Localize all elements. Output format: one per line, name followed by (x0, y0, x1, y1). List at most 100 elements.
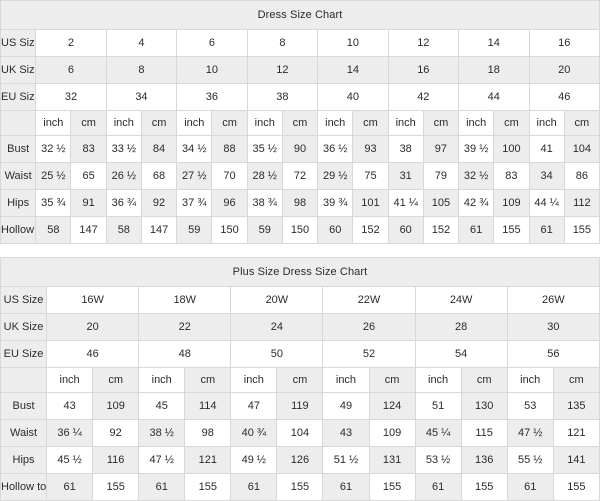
chart-container-1: Plus Size Dress Size Chart US Size 16W 18W 2… (0, 257, 600, 501)
measurement-cell-inch: 39 ½ (458, 135, 495, 163)
size-value-cell: 40 (317, 83, 389, 111)
measurement-cell-cm: 141 (552, 446, 600, 474)
unit-header-row: inch cm inch cm inch cm inch cm inch cm inch cm (0, 367, 600, 393)
measurement-cell-cm: 70 (211, 162, 248, 190)
size-value-cell: 18W (138, 286, 232, 314)
measurement-cell-cm: 150 (211, 216, 248, 244)
size-value-cell: 42 (387, 83, 460, 111)
measurement-cell-cm: 92 (92, 419, 140, 447)
measurement-cell-inch: 60 (387, 216, 424, 244)
measurement-cell-inch: 61 (528, 216, 565, 244)
measurement-cell-inch: 47 (230, 392, 278, 420)
measurement-cell-inch: 59 (246, 216, 283, 244)
unit-header-inch: inch (387, 110, 424, 136)
size-row: EU Size3234363840424446 (0, 83, 600, 111)
size-value-cell: 10 (317, 29, 389, 57)
size-value-cell: 26W (506, 286, 600, 314)
measurement-row: Waist 36 ¼ 92 38 ½ 98 40 ¾ 104 43 109 45 ¼ 115 47 ½… (0, 419, 600, 447)
unit-header-cm: cm (422, 110, 460, 136)
measurement-cell-cm: 88 (211, 135, 248, 163)
row-label: Waist (0, 419, 48, 447)
measurement-cell-inch: 58 (35, 216, 72, 244)
size-value-cell: 6 (35, 56, 107, 84)
measurement-cell-cm: 150 (281, 216, 319, 244)
measurement-cell-inch: 61 (506, 473, 554, 501)
measurement-cell-cm: 155 (460, 473, 508, 501)
size-value-cell: 12 (246, 56, 319, 84)
measurement-cell-cm: 147 (70, 216, 107, 244)
unit-header-cm: cm (276, 367, 324, 393)
measurement-cell-inch: 61 (322, 473, 370, 501)
measurement-cell-cm: 131 (368, 446, 416, 474)
unit-header-cm: cm (368, 367, 416, 393)
size-value-cell: 8 (105, 56, 178, 84)
size-value-cell: 26 (322, 313, 416, 341)
measurement-cell-cm: 126 (276, 446, 324, 474)
row-label: Bust (0, 135, 37, 163)
measurement-cell-cm: 105 (422, 189, 460, 217)
measurement-cell-cm: 155 (493, 216, 530, 244)
measurement-cell-cm: 155 (92, 473, 140, 501)
measurement-cell-cm: 147 (140, 216, 178, 244)
unit-header-inch: inch (414, 367, 462, 393)
unit-header-inch: inch (506, 367, 554, 393)
measurement-cell-cm: 93 (352, 135, 389, 163)
measurement-cell-inch: 61 (458, 216, 495, 244)
measurement-cell-cm: 121 (184, 446, 232, 474)
measurement-cell-cm: 92 (140, 189, 178, 217)
size-value-cell: 16 (528, 29, 600, 57)
measurement-cell-inch: 47 ½ (138, 446, 186, 474)
measurement-cell-cm: 84 (140, 135, 178, 163)
measurement-cell-inch: 38 (387, 135, 424, 163)
measurement-cell-inch: 55 ½ (506, 446, 554, 474)
measurement-cell-cm: 112 (563, 189, 600, 217)
measurement-cell-inch: 33 ½ (105, 135, 142, 163)
measurement-cell-cm: 91 (70, 189, 107, 217)
size-row: US Size 16W 18W 20W 22W 24W 26W (0, 286, 600, 314)
measurement-cell-inch: 40 ¾ (230, 419, 278, 447)
measurement-cell-inch: 47 ½ (506, 419, 554, 447)
measurement-row: Hips 45 ½ 116 47 ½ 121 49 ½ 126 51 ½ 131 53 ½ 136 5… (0, 446, 600, 474)
size-value-cell: 30 (506, 313, 600, 341)
measurement-cell-inch: 61 (138, 473, 186, 501)
unit-header-spacer (0, 110, 37, 136)
measurement-cell-inch: 58 (105, 216, 142, 244)
measurement-cell-inch: 25 ½ (35, 162, 72, 190)
size-row: UK Size 20 22 24 26 28 30 (0, 313, 600, 341)
size-value-cell: 20 (528, 56, 600, 84)
row-label: EU Size (0, 83, 37, 111)
measurement-cell-cm: 100 (493, 135, 530, 163)
unit-header-inch: inch (176, 110, 213, 136)
unit-header-row: inch cm inch cm inch cm inch cm inch cm inch cm inch… (0, 110, 600, 136)
unit-header-cm: cm (140, 110, 178, 136)
measurement-cell-inch: 53 ½ (414, 446, 462, 474)
measurement-cell-cm: 75 (352, 162, 389, 190)
row-label: Hips (0, 189, 37, 217)
measurement-cell-cm: 121 (552, 419, 600, 447)
measurement-cell-inch: 45 (138, 392, 186, 420)
measurement-cell-cm: 155 (368, 473, 416, 501)
measurement-cell-inch: 51 ½ (322, 446, 370, 474)
size-value-cell: 52 (322, 340, 416, 368)
size-value-cell: 28 (414, 313, 508, 341)
measurement-cell-inch: 36 ½ (317, 135, 354, 163)
size-value-cell: 12 (387, 29, 460, 57)
unit-header-inch: inch (322, 367, 370, 393)
measurement-cell-cm: 114 (184, 392, 232, 420)
measurement-cell-cm: 79 (422, 162, 460, 190)
row-label: US Size (0, 29, 37, 57)
size-value-cell: 20 (46, 313, 140, 341)
plus-size-dress-size-chart-table: Plus Size Dress Size Chart US Size 16W 18W 2… (0, 257, 600, 501)
measurement-cell-inch: 51 (414, 392, 462, 420)
row-label: US Size (0, 286, 48, 314)
measurement-cell-inch: 45 ¼ (414, 419, 462, 447)
measurement-cell-inch: 34 (528, 162, 565, 190)
unit-header-inch: inch (46, 367, 94, 393)
size-value-cell: 48 (138, 340, 232, 368)
size-value-cell: 18 (458, 56, 530, 84)
measurement-cell-cm: 155 (184, 473, 232, 501)
measurement-cell-inch: 36 ¾ (105, 189, 142, 217)
